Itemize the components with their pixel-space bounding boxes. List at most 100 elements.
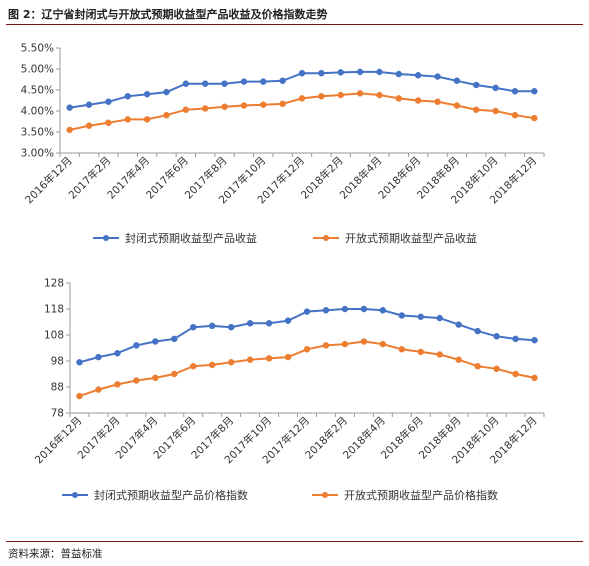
data-point (376, 68, 383, 76)
data-point (133, 377, 140, 384)
data-point (322, 307, 330, 314)
legend-label: 开放式预期收益型产品收益 (345, 231, 477, 245)
data-point (472, 106, 480, 113)
data-point (85, 101, 93, 108)
data-point (414, 72, 422, 79)
data-point (171, 335, 178, 343)
data-point (260, 78, 267, 85)
y-tick-label: 78 (51, 408, 64, 420)
data-point (246, 356, 254, 363)
y-tick-label: 4.50% (21, 85, 54, 97)
figure-title: 图 2：辽宁省封闭式与开放式预期收益型产品收益及价格指数走势 (8, 8, 328, 21)
data-point (265, 320, 273, 327)
data-point (133, 342, 140, 349)
y-tick-label: 118 (44, 304, 64, 316)
y-tick-label: 88 (51, 382, 64, 394)
y-tick-label: 5.50% (21, 43, 54, 55)
data-point (453, 77, 461, 85)
legend-label: 开放式预期收益型产品价格指数 (344, 488, 498, 502)
data-point (163, 88, 170, 96)
data-point (105, 119, 112, 127)
data-point (417, 348, 425, 356)
data-point (398, 312, 406, 319)
data-point (189, 362, 197, 370)
data-point (124, 116, 132, 123)
data-point (303, 308, 311, 315)
y-tick-label: 4.00% (21, 106, 54, 118)
data-point (493, 365, 500, 373)
data-point (453, 102, 461, 109)
data-point (455, 356, 462, 363)
data-point (474, 362, 481, 370)
data-point (284, 317, 292, 324)
data-point (434, 98, 441, 106)
data-point (182, 106, 190, 113)
data-point (492, 107, 499, 115)
legend-swatch-marker (103, 235, 109, 241)
data-point (298, 95, 306, 102)
chart-1: 3.00%3.50%4.00%4.50%5.00%5.50%2016年12月20… (21, 43, 545, 245)
data-point (398, 346, 406, 353)
data-point (318, 69, 325, 77)
x-tick-label: 2016年12月 (32, 414, 84, 466)
data-point (455, 321, 462, 328)
data-point (434, 73, 441, 80)
data-point (124, 93, 132, 100)
data-point (114, 349, 121, 357)
data-point (417, 313, 425, 321)
legend-swatch-marker (323, 235, 329, 241)
y-tick-label: 3.50% (21, 127, 54, 139)
x-tick-label: 2016年12月 (22, 154, 74, 206)
top-rule (6, 24, 583, 25)
data-point (337, 91, 344, 99)
data-point (265, 355, 273, 362)
data-point (105, 98, 112, 106)
y-tick-label: 98 (51, 356, 64, 368)
bottom-rule (6, 541, 583, 542)
data-point (337, 69, 344, 76)
data-point (322, 342, 330, 349)
data-point (76, 392, 83, 400)
legend-label: 封闭式预期收益型产品价格指数 (94, 488, 248, 502)
data-point (284, 353, 292, 361)
data-point (221, 80, 228, 87)
data-point (493, 333, 500, 340)
data-point (379, 307, 387, 314)
data-point (414, 97, 422, 104)
legend-label: 封闭式预期收益型产品收益 (125, 231, 257, 245)
data-point (395, 70, 403, 78)
data-point (298, 69, 306, 77)
data-point (260, 101, 267, 108)
y-tick-label: 108 (44, 330, 64, 342)
data-point (221, 103, 228, 111)
data-point (189, 323, 197, 331)
legend-swatch-marker (72, 492, 78, 498)
data-point (208, 322, 216, 330)
data-point (114, 381, 121, 388)
chart-2: 7888981081181282016年12月2017年2月2017年4月201… (32, 278, 545, 502)
data-point (66, 126, 73, 134)
data-point (279, 100, 286, 108)
data-point (201, 80, 209, 87)
data-point (376, 91, 383, 99)
data-point (227, 323, 235, 331)
data-point (360, 305, 368, 313)
data-point (356, 90, 364, 97)
data-point (318, 93, 325, 100)
data-point (279, 77, 286, 85)
data-point (143, 90, 151, 98)
data-point (511, 111, 519, 119)
y-tick-label: 128 (44, 278, 64, 290)
data-point (436, 314, 443, 322)
data-point (303, 346, 311, 353)
data-point (512, 335, 519, 343)
data-point (182, 80, 190, 87)
data-point (171, 370, 178, 378)
data-point (360, 338, 368, 345)
data-point (85, 122, 93, 129)
data-point (208, 361, 216, 369)
series-line-1 (69, 70, 535, 109)
series-line-1 (79, 308, 535, 364)
data-point (152, 338, 159, 345)
